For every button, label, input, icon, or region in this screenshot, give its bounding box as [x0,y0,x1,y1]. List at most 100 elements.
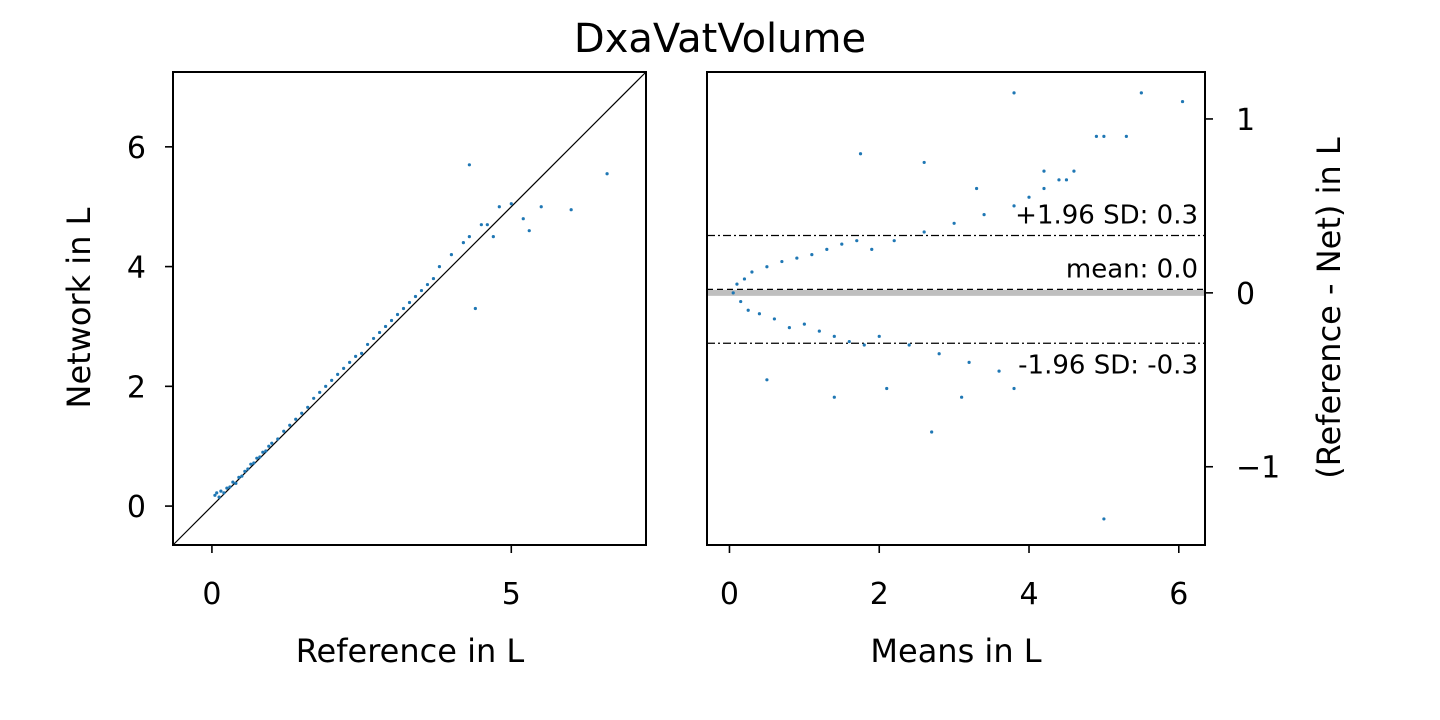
data-point [885,386,889,391]
data-point [735,282,739,286]
right-x-axis-label: Means in L [870,632,1041,670]
data-point [300,411,304,415]
data-point [840,242,844,246]
right-plot-frame [706,71,1206,546]
data-point [425,282,430,287]
data-point [1072,169,1076,173]
data-point [832,334,836,338]
data-point [739,299,743,304]
data-point [937,352,941,356]
x-tick-label: 4 [1019,577,1038,612]
data-point [225,486,229,490]
data-point [231,480,235,484]
figure-title: DxaVatVolume [574,16,866,62]
left-y-axis-label: Network in L [60,207,98,408]
data-point [312,396,316,400]
data-point [479,223,483,227]
y-tick-label: 2 [127,370,146,405]
data-point [461,241,465,245]
right-points [731,91,1185,521]
data-point [746,308,750,312]
x-tick-label: 0 [720,577,739,612]
data-point [1012,91,1016,95]
data-point [772,317,776,321]
data-point [892,239,896,243]
data-point [1124,134,1128,138]
data-point [974,186,979,191]
data-point [982,212,986,217]
data-point [282,429,286,433]
data-point [336,372,340,376]
data-point [288,423,292,427]
data-point [817,329,821,333]
data-point [389,318,394,323]
data-point [419,288,424,293]
data-point [431,276,436,281]
y-tick-label: 0 [127,490,146,525]
data-point [377,330,382,335]
data-point [261,450,265,454]
data-point [467,235,471,239]
data-point [1180,99,1185,104]
data-point [228,485,232,489]
data-point [348,360,352,364]
left-x-axis-label: Reference in L [296,632,525,670]
data-point [330,378,334,382]
right-y-axis-label: (Reference - Net) in L [1310,137,1348,479]
left-points [213,163,609,499]
data-point [222,491,226,495]
data-point [294,417,298,421]
data-point [907,343,911,347]
data-point [365,342,370,347]
reference-lines: +1.96 SD: 0.3 mean: 0.0 -1.96 SD: -0.3 [707,200,1205,380]
left-plot-frame [172,71,647,546]
data-point [765,265,769,269]
data-point [383,324,388,329]
data-point [270,441,274,445]
data-point [1102,517,1106,521]
data-point [960,395,964,399]
data-point [569,208,573,212]
data-point [877,334,881,338]
data-point [930,430,934,434]
data-point [215,491,219,495]
data-point [264,449,268,453]
y-tick-label: −1 [1236,451,1280,486]
y-tick-label: 4 [127,251,146,286]
data-point [324,384,328,388]
data-point [1042,186,1046,191]
data-point [1012,204,1016,208]
data-point [810,252,814,257]
data-point [742,277,747,281]
data-point [306,405,310,409]
data-point [407,300,412,305]
right-panel: +1.96 SD: 0.3 mean: 0.0 -1.96 SD: -0.3 0 2 4… [706,71,1348,670]
data-point [240,474,244,478]
data-point [870,247,874,251]
data-point [922,230,926,234]
left-panel: 0 5 0 2 4 6 Reference in L Network in L [60,71,647,670]
data-point [1094,134,1099,138]
data-point [395,312,400,317]
data-point [847,339,851,344]
data-point [491,235,495,239]
data-point [249,462,253,466]
data-point [509,202,513,206]
data-point [750,270,754,274]
data-point [539,205,543,209]
data-point [862,343,866,347]
data-point [997,369,1001,373]
data-point [485,223,489,227]
data-point [437,264,442,269]
zero-band [707,289,1205,296]
reference-line-label: mean: 0.0 [1066,254,1198,284]
data-point [243,469,247,473]
data-point [371,336,376,341]
data-point [219,489,223,493]
data-point [255,456,259,460]
data-point [252,461,256,465]
data-point [855,239,859,243]
reference-line-label: +1.96 SD: 0.3 [1015,200,1198,230]
data-point [237,475,241,479]
data-point [1064,178,1069,182]
